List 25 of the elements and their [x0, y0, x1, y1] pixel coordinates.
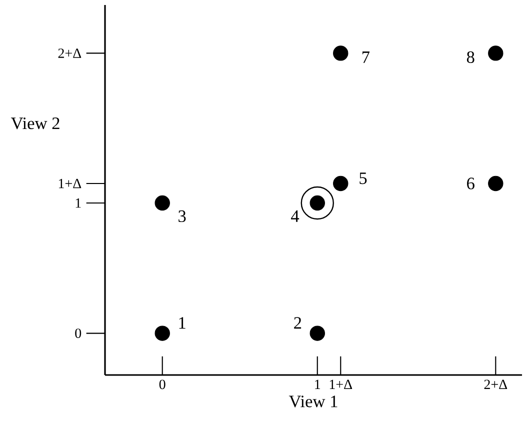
annotation: 4 [291, 210, 300, 222]
y-axis-title: View 2 [10, 118, 60, 130]
y-tick-label: 0 [75, 328, 82, 338]
y-tick-label: 2+Δ [58, 48, 82, 58]
annotation: 5 [360, 172, 367, 184]
annotation: 7 [362, 52, 370, 63]
point [310, 326, 325, 341]
point [154, 195, 170, 211]
annotation: 6 [467, 178, 474, 190]
y-tick-label: 1 [76, 198, 81, 208]
x-tick-label: 0 [159, 380, 166, 390]
point [488, 46, 504, 61]
annotation: 8 [466, 51, 474, 64]
x-tick-label: 2+Δ [484, 380, 508, 389]
x-axis-title: View 1 [288, 396, 338, 408]
x-tick-label: 1 [315, 380, 320, 389]
annotation: 1 [179, 317, 186, 329]
point [154, 326, 170, 341]
point [488, 176, 504, 192]
point [333, 46, 348, 61]
point [333, 176, 348, 192]
annotation: 2 [294, 317, 302, 329]
x-tick-label: 1+Δ [330, 380, 352, 389]
annotation: 3 [178, 210, 186, 222]
y-tick-label: 1+Δ [58, 178, 82, 188]
